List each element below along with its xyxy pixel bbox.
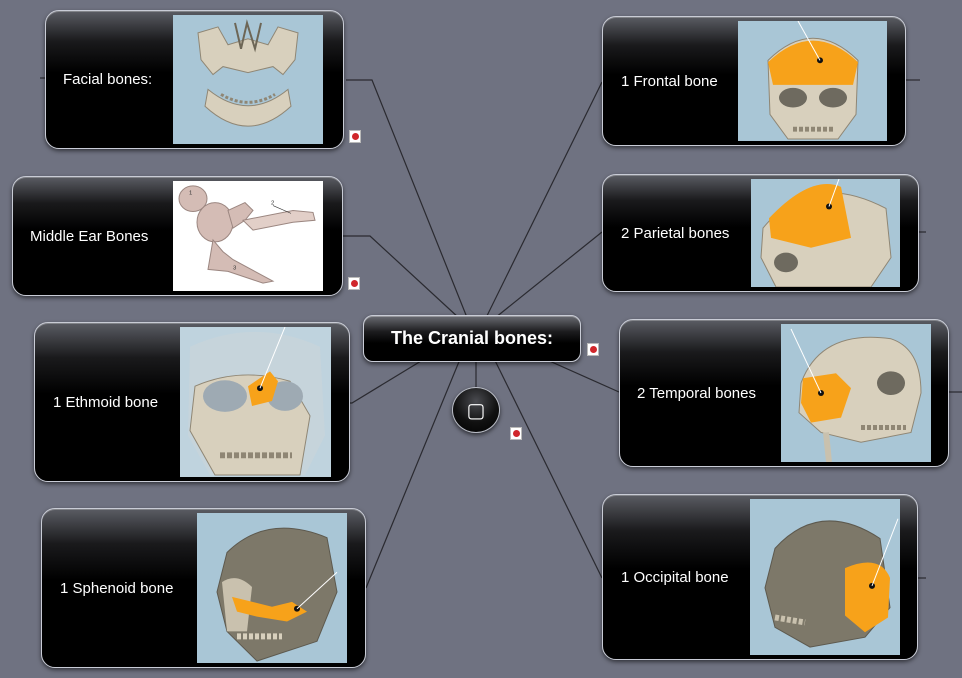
topic-facial-bones-label: Facial bones: — [63, 71, 153, 88]
sub-topic-symbol: ▢ — [466, 399, 486, 422]
sphenoid-bone-image — [197, 513, 347, 663]
topic-middle-ear-label: Middle Ear Bones — [30, 227, 149, 245]
connector-occipital — [479, 329, 603, 579]
pdf-attachment-icon[interactable] — [510, 427, 522, 440]
topic-frontal-label: 1 Frontal bone — [621, 72, 718, 90]
ethmoid-bone-image — [180, 327, 331, 477]
occipital-bone-image — [750, 499, 900, 655]
topic-ethmoid-bone[interactable]: 1 Ethmoid bone — [34, 322, 350, 482]
connector-facial — [346, 79, 473, 331]
middle-ear-bones-image: 1 2 3 — [173, 181, 323, 291]
topic-sphenoid-label: 1 Sphenoid bone — [60, 579, 174, 597]
topic-temporal-bones[interactable]: 2 Temporal bones — [619, 319, 949, 467]
frontal-bone-image — [738, 21, 887, 141]
topic-middle-ear-bones[interactable]: Middle Ear Bones 1 2 3 — [12, 176, 343, 296]
topic-temporal-label: 2 Temporal bones — [637, 384, 756, 402]
topic-occipital-label: 1 Occipital bone — [621, 568, 729, 586]
pdf-attachment-icon[interactable] — [587, 343, 599, 356]
connector-sphenoid — [365, 329, 473, 589]
connector-frontal — [479, 81, 603, 331]
topic-sphenoid-bone[interactable]: 1 Sphenoid bone — [41, 508, 366, 668]
temporal-bones-image — [781, 324, 931, 462]
topic-parietal-label: 2 Parietal bones — [621, 224, 730, 242]
topic-ethmoid-label: 1 Ethmoid bone — [53, 393, 159, 411]
central-topic-title: The Cranial bones: — [390, 328, 554, 348]
pdf-attachment-icon[interactable] — [349, 130, 361, 143]
middle-ear-number-2: 2 — [271, 201, 274, 207]
parietal-bones-image — [751, 179, 900, 287]
topic-facial-bones[interactable]: Facial bones: — [45, 10, 344, 149]
topic-occipital-bone[interactable]: 1 Occipital bone — [602, 494, 918, 660]
middle-ear-number-1: 1 — [189, 191, 193, 197]
facial-bones-image — [173, 15, 323, 144]
pdf-attachment-icon[interactable] — [348, 277, 360, 290]
sub-topic-node[interactable]: ▢ — [452, 387, 500, 433]
connector-parietal — [479, 231, 603, 331]
central-topic[interactable]: The Cranial bones: — [363, 315, 581, 362]
topic-parietal-bones[interactable]: 2 Parietal bones — [602, 174, 919, 292]
connector-middle-ear — [343, 235, 473, 331]
middle-ear-number-3: 3 — [233, 265, 237, 271]
topic-frontal-bone[interactable]: 1 Frontal bone — [602, 16, 906, 146]
